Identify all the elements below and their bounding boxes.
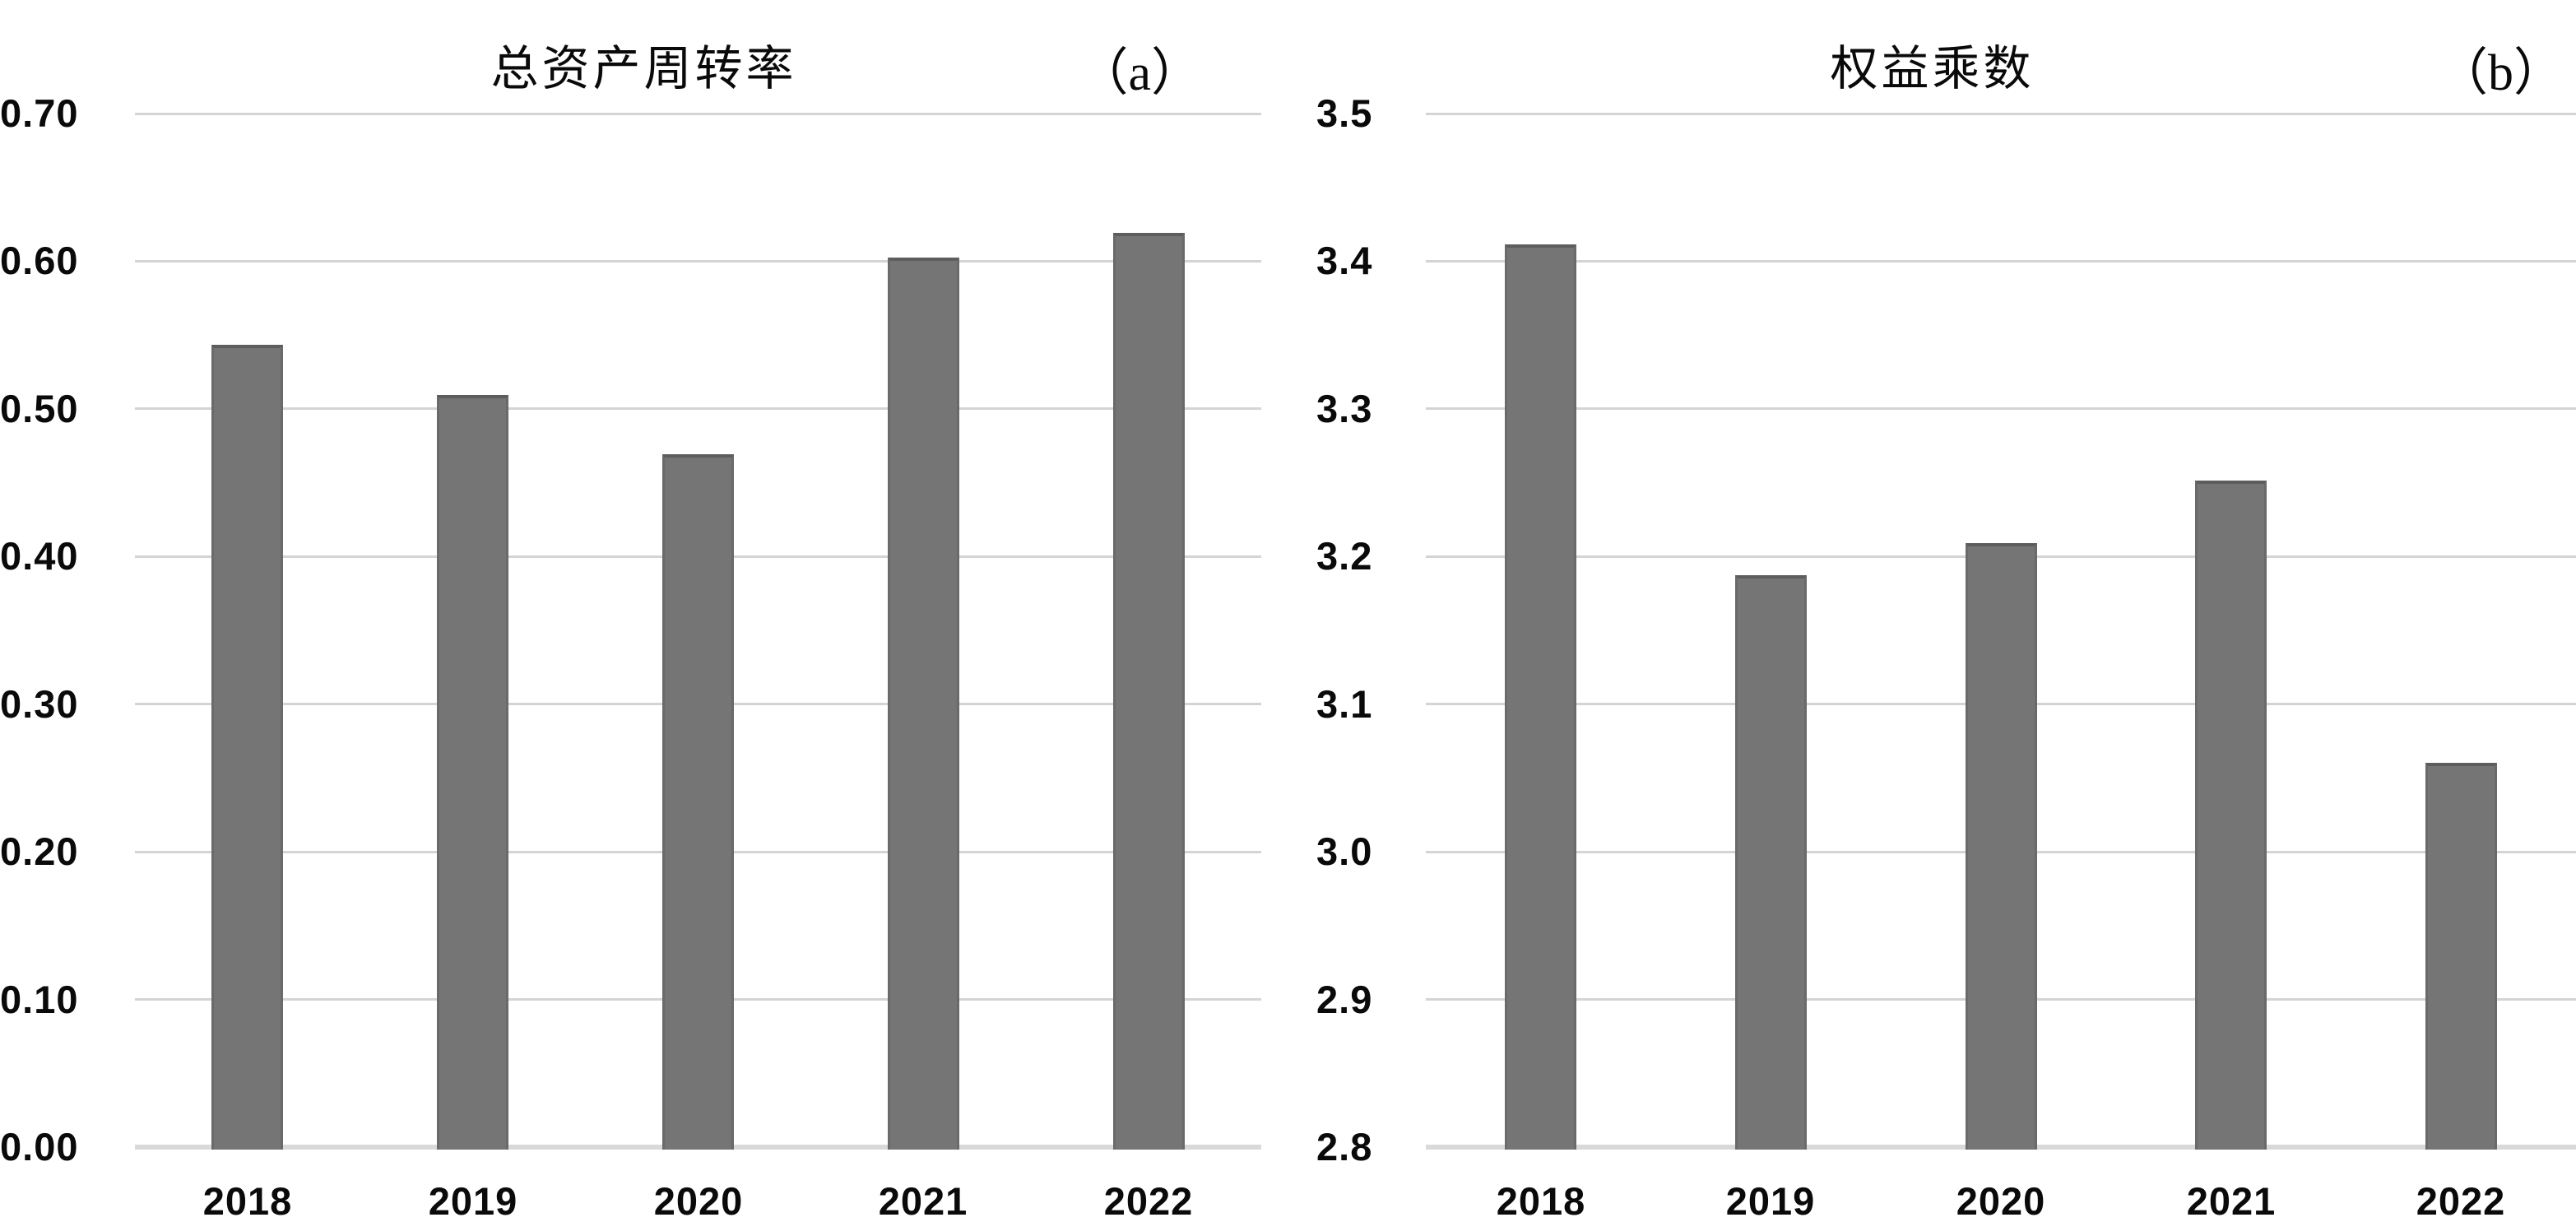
chart-title-b: 权益乘数 [1830, 42, 2035, 96]
bar-b-2019 [1735, 575, 1807, 1150]
x-tick-label-b-2020: 2020 [1956, 1179, 2046, 1222]
bar-a-2020 [662, 454, 734, 1150]
chart-title-a: 总资产周转率 [490, 42, 797, 96]
y-tick-label-b-3: 3.2 [1316, 534, 1373, 578]
x-tick-label-b-2022: 2022 [2416, 1179, 2506, 1222]
y-tick-label-b-1: 3.4 [1316, 239, 1373, 282]
y-tick-label-a-6: 0.10 [0, 978, 79, 1021]
y-tick-label-a-7: 0.00 [0, 1125, 79, 1169]
x-tick-label-b-2018: 2018 [1496, 1179, 1586, 1222]
gridline-a-2 [135, 407, 1261, 410]
bar-b-2018 [1505, 244, 1576, 1150]
y-tick-label-a-1: 0.60 [0, 239, 79, 282]
y-tick-label-b-5: 3.0 [1316, 829, 1373, 873]
gridline-b-1 [1426, 260, 2576, 263]
y-tick-label-a-2: 0.50 [0, 387, 79, 430]
y-tick-label-a-3: 0.40 [0, 534, 79, 578]
bar-a-2018 [211, 345, 283, 1150]
gridline-a-0 [135, 113, 1261, 115]
y-tick-label-b-4: 3.1 [1316, 682, 1373, 726]
panel-a: 总资产周转率 （a） 0.70 0.60 0.50 0.40 0.30 0.20 0.10 0… [0, 42, 1261, 1222]
plot-area-a: 0.70 0.60 0.50 0.40 0.30 0.20 0.10 0.00 2018 2019… [0, 91, 1261, 1222]
gridline-a-1 [135, 260, 1261, 263]
plot-area-b: 3.5 3.4 3.3 3.2 3.1 3.0 2.9 2.8 2018 2019 2020 2021… [1288, 0, 2576, 1222]
bar-a-2022 [1113, 233, 1185, 1150]
gridline-b-2 [1426, 407, 2576, 410]
x-tick-label-b-2021: 2021 [2186, 1179, 2277, 1222]
x-tick-label-b-2019: 2019 [1725, 1179, 1816, 1222]
x-tick-label-a-2019: 2019 [428, 1179, 518, 1222]
y-tick-label-b-2: 3.3 [1316, 387, 1373, 430]
y-tick-label-b-6: 2.9 [1316, 978, 1373, 1021]
bar-b-2021 [2195, 481, 2267, 1150]
panel-label-b: （b） [2436, 45, 2564, 101]
y-tick-label-a-4: 0.30 [0, 682, 79, 726]
y-tick-label-b-7: 2.8 [1316, 1125, 1373, 1169]
x-tick-label-a-2020: 2020 [653, 1179, 744, 1222]
bar-b-2022 [2425, 763, 2497, 1150]
panel-b: 权益乘数 （b） 3.5 3.4 3.3 3.2 3.1 3.0 2.9 2.8 2018 201… [1288, 0, 2576, 1222]
bar-a-2021 [888, 258, 959, 1150]
gridline-b-0 [1426, 113, 2576, 115]
y-tick-label-a-5: 0.20 [0, 829, 79, 873]
x-tick-label-a-2021: 2021 [878, 1179, 968, 1222]
bar-b-2020 [1966, 543, 2037, 1150]
panel-label-a: （a） [1077, 45, 1202, 101]
x-tick-label-a-2022: 2022 [1103, 1179, 1194, 1222]
bar-a-2019 [437, 395, 508, 1150]
y-tick-label-a-0: 0.70 [0, 91, 79, 135]
x-tick-label-a-2018: 2018 [202, 1179, 293, 1222]
y-tick-label-b-0: 3.5 [1316, 91, 1373, 135]
